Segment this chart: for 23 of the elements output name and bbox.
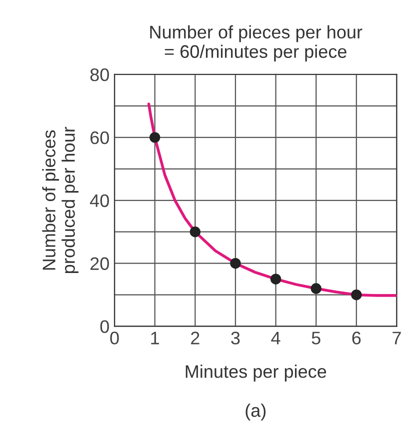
x-tick-label: 2 bbox=[191, 332, 200, 344]
x-tick-label: 0 bbox=[110, 332, 119, 344]
x-tick-label: 1 bbox=[151, 332, 159, 344]
x-axis-title: Minutes per piece bbox=[186, 364, 326, 382]
x-tick-label: 7 bbox=[392, 332, 401, 344]
y-tick-label: 80 bbox=[90, 68, 109, 82]
point bbox=[310, 283, 322, 294]
y-tick-label: 0 bbox=[100, 320, 109, 334]
y-tick-label: 40 bbox=[90, 194, 109, 208]
chart-title: Number of pieces per hour = 60/minutes per piece bbox=[150, 25, 362, 62]
text: (a) bbox=[246, 404, 266, 420]
x-tick-label: 6 bbox=[352, 332, 361, 344]
x-tick-label: 4 bbox=[271, 332, 280, 344]
y-axis-title: Number of pieces produced per hour bbox=[42, 126, 78, 273]
point bbox=[149, 132, 160, 143]
x-tick-label: 5 bbox=[312, 332, 320, 344]
point bbox=[270, 274, 282, 284]
point bbox=[230, 258, 241, 269]
point bbox=[190, 226, 201, 238]
x-tick-label: 3 bbox=[231, 332, 240, 344]
point bbox=[351, 289, 362, 300]
y-tick-label: 20 bbox=[90, 257, 109, 270]
y-tick-label: 60 bbox=[90, 131, 109, 144]
